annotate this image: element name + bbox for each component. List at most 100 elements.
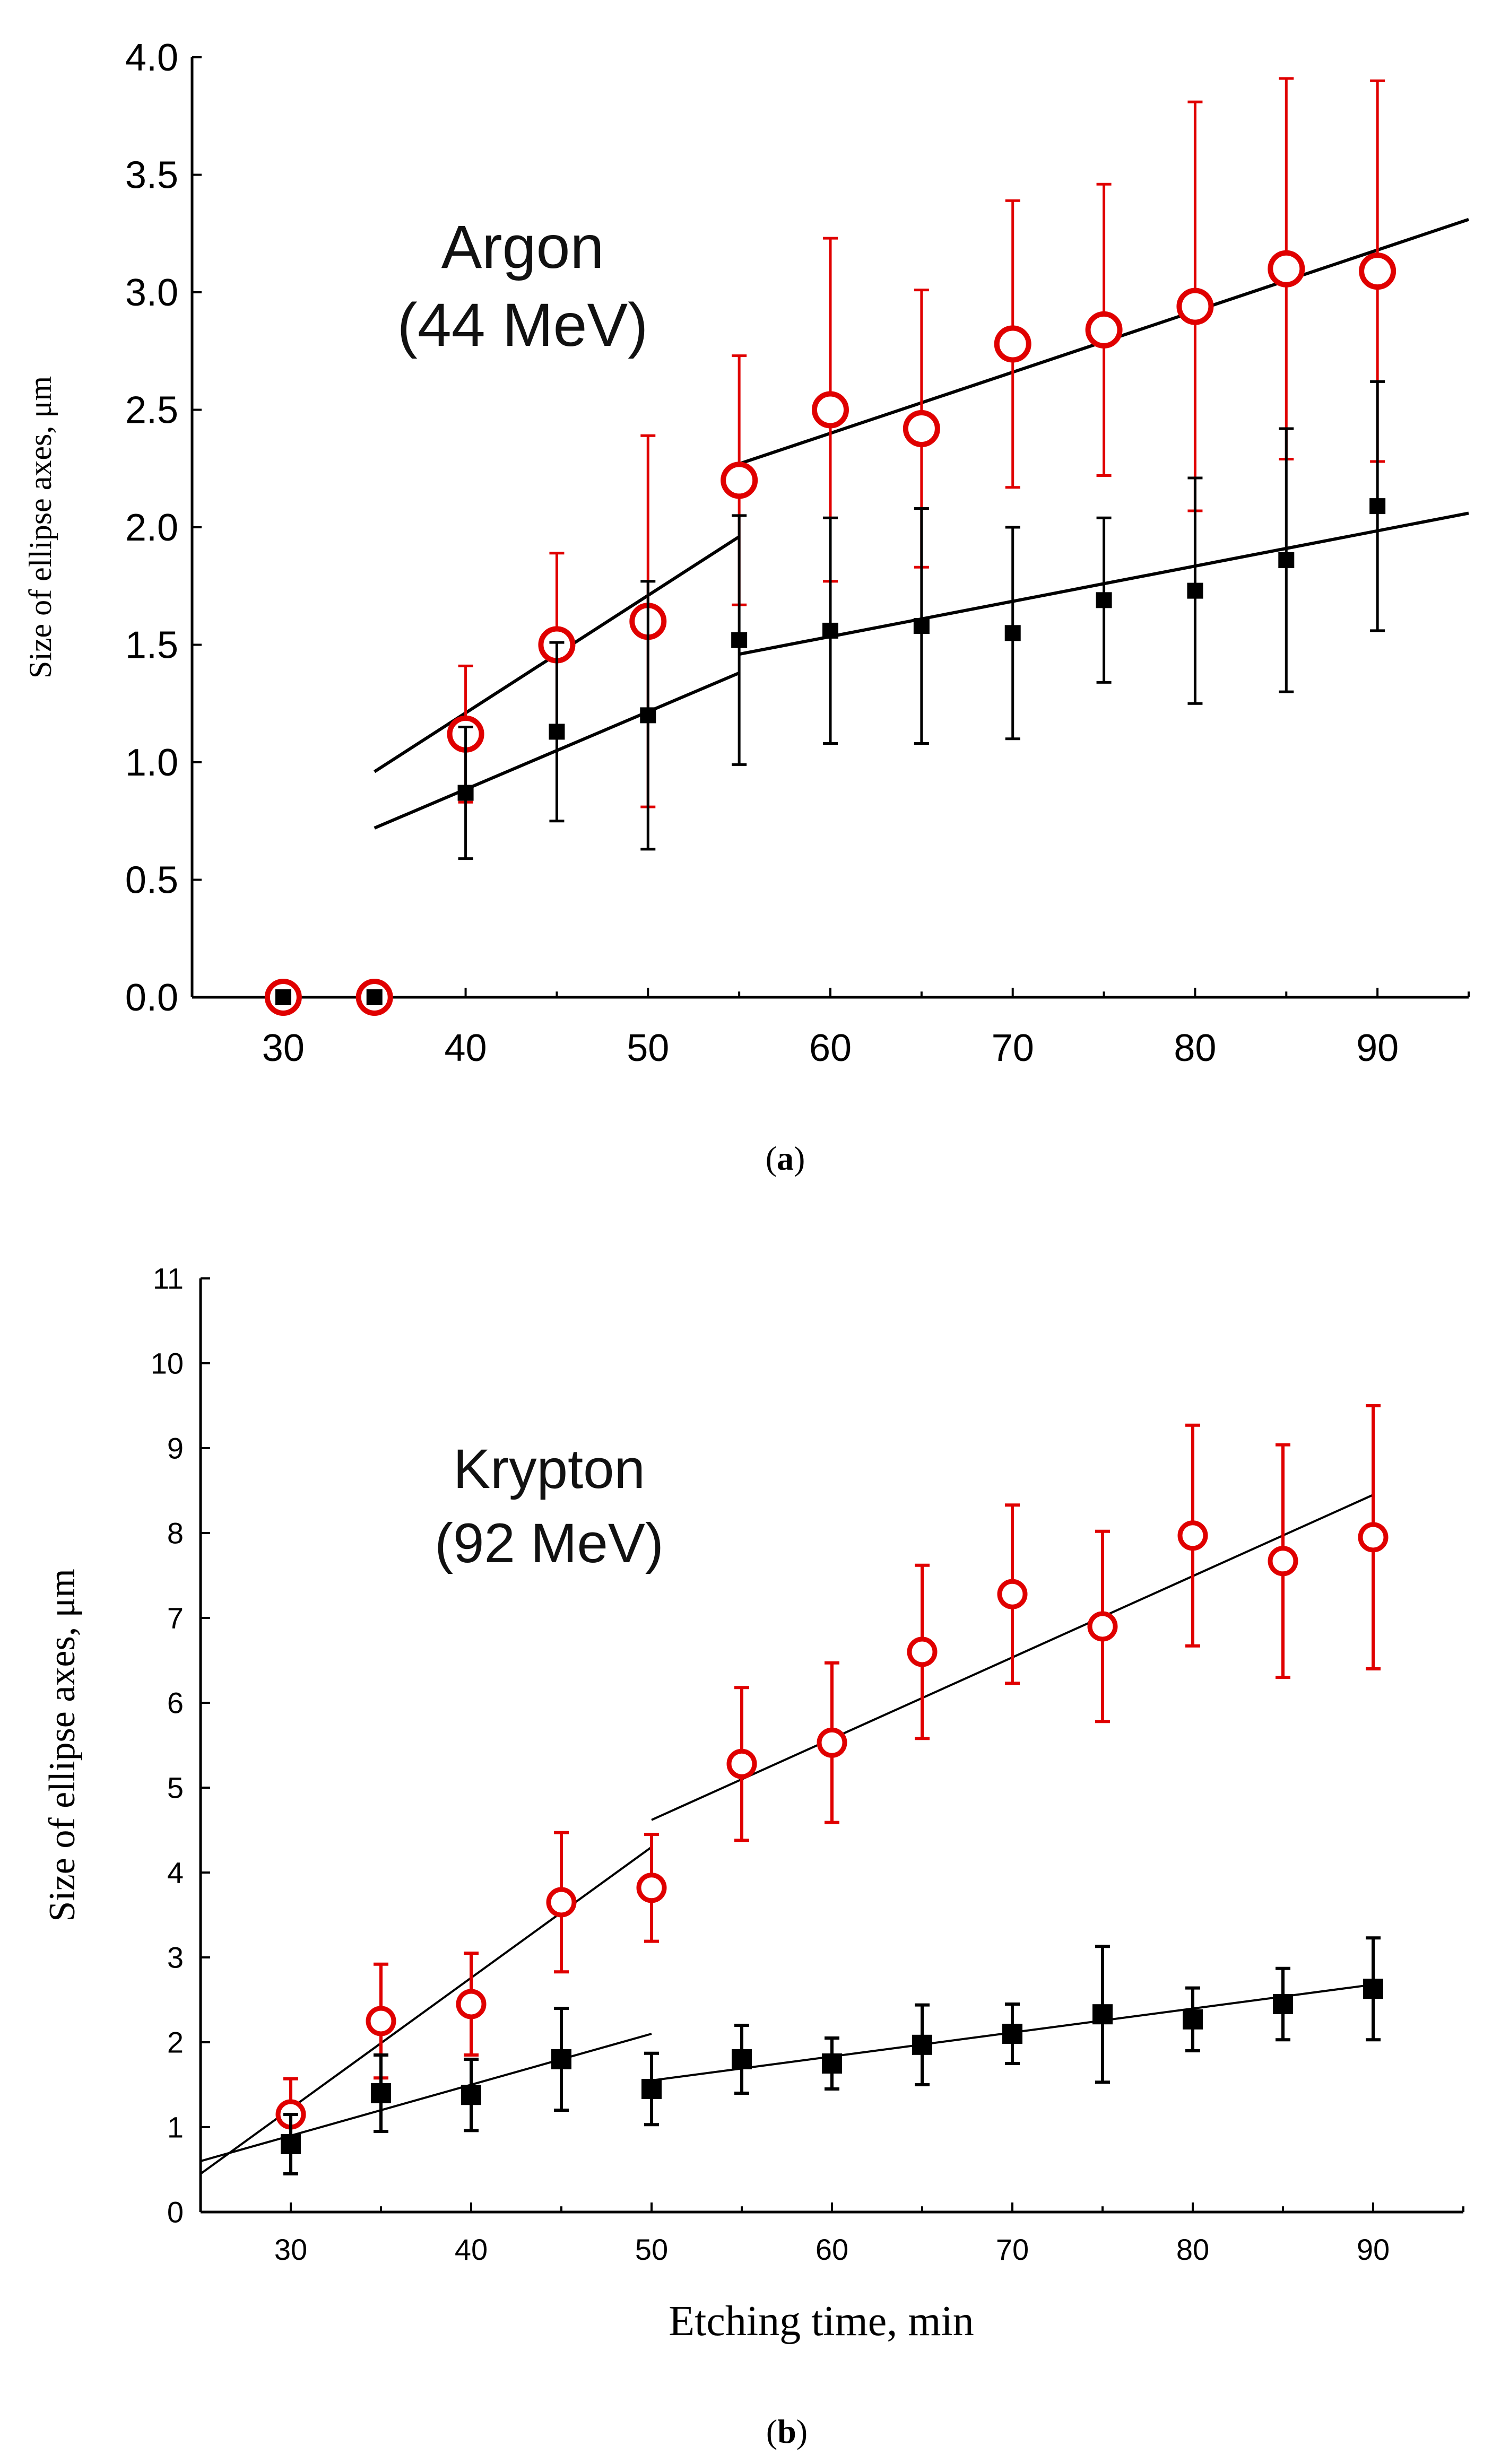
- y-tick-label: 8: [167, 1517, 184, 1550]
- x-tick-label: 80: [1176, 2233, 1209, 2266]
- data-point-square: [1183, 2009, 1203, 2030]
- panel-label: (b): [766, 2413, 808, 2450]
- data-point-circle: [721, 462, 758, 499]
- data-point-square: [822, 622, 838, 639]
- series-filled-square: [281, 1936, 1383, 2175]
- data-point-square: [281, 2134, 301, 2154]
- y-tick-label: 2: [167, 2026, 184, 2059]
- data-point-square: [551, 2049, 571, 2069]
- fit-line: [199, 1846, 653, 2175]
- x-tick-label: 30: [262, 1027, 305, 1069]
- data-point-square: [731, 632, 748, 648]
- chart-panel-b: 0 1 2 3 4 5 6 7 8 9 10 11 30 40 50 60 70 80 90 Size of elli…: [42, 1262, 1464, 2450]
- data-point-circle: [456, 1989, 487, 2019]
- y-tick-label: 5: [167, 1771, 184, 1805]
- x-tick-label: 70: [996, 2233, 1029, 2266]
- x-tick-label: 40: [445, 1027, 487, 1069]
- annotation-energy: (44 MeV): [397, 291, 648, 359]
- y-tick-label: 3: [167, 1941, 184, 1974]
- y-tick-label: 4.0: [125, 37, 178, 79]
- data-point-square: [1096, 592, 1112, 608]
- panel-label-open: (: [766, 2413, 777, 2450]
- data-point-square: [549, 724, 565, 740]
- series-filled-square: [275, 380, 1386, 1005]
- data-point-circle: [1087, 1611, 1118, 1642]
- y-tick-label: 0.5: [125, 859, 178, 902]
- panel-label-letter: b: [777, 2413, 796, 2450]
- y-tick-label: 3.5: [125, 154, 178, 197]
- panel-label-letter: a: [777, 1139, 794, 1177]
- data-point-square: [1369, 498, 1386, 515]
- data-point-square: [913, 618, 930, 634]
- data-point-square: [1002, 2024, 1022, 2044]
- data-point-square: [371, 2083, 391, 2103]
- data-point-square: [457, 785, 474, 801]
- x-tick-label: 50: [635, 2233, 668, 2266]
- data-point-circle: [997, 1579, 1028, 1609]
- y-axis-label: Size of ellipse axes, μm: [23, 376, 58, 678]
- series-open-circle: [275, 1404, 1389, 2152]
- data-point-circle: [546, 1887, 577, 1918]
- data-point-square: [822, 2053, 842, 2074]
- y-tick-label: 3.0: [125, 272, 178, 314]
- data-point-circle: [1359, 253, 1396, 290]
- y-tick-label: 11: [153, 1262, 184, 1295]
- data-point-circle: [903, 410, 940, 447]
- y-tick-label: 6: [167, 1686, 184, 1720]
- data-point-square: [1092, 2004, 1113, 2025]
- y-tick-label: 2.0: [125, 507, 178, 549]
- data-point-circle: [812, 391, 849, 429]
- data-point-square: [1004, 625, 1021, 641]
- data-point-circle: [907, 1636, 938, 1667]
- y-tick-label: 0: [167, 2196, 184, 2229]
- y-tick-label: 1.5: [125, 624, 178, 667]
- data-point-square: [461, 2085, 481, 2105]
- data-point-circle: [1268, 250, 1305, 288]
- data-point-circle: [1085, 311, 1123, 349]
- x-tick-label: 70: [992, 1027, 1034, 1069]
- data-point-circle: [1176, 288, 1214, 325]
- data-point-square: [732, 2049, 752, 2069]
- panel-label: (a): [766, 1139, 805, 1177]
- y-tick-label: 1.0: [125, 742, 178, 784]
- data-point-circle: [994, 325, 1031, 363]
- data-point-circle: [1358, 1522, 1389, 1553]
- panel-label-close: ): [794, 1139, 805, 1177]
- annotation-energy: (92 MeV): [435, 1512, 664, 1574]
- y-tick-label: 0.0: [125, 977, 178, 1019]
- data-point-circle: [726, 1748, 757, 1779]
- data-point-square: [912, 2034, 932, 2055]
- x-tick-label: 30: [274, 2233, 307, 2266]
- data-point-circle: [1177, 1520, 1208, 1551]
- y-tick-label: 9: [167, 1432, 184, 1465]
- data-point-square: [366, 989, 383, 1005]
- chart-panel-a: 0.0 0.5 1.0 1.5 2.0 2.5 3.0 3.5 4.0 30 40 50 60 70 80 9…: [23, 37, 1470, 1177]
- y-axis-label: Size of ellipse axes, μm: [42, 1569, 83, 1921]
- x-tick-label: 90: [1356, 1027, 1399, 1069]
- x-tick-label: 80: [1174, 1027, 1216, 1069]
- panel-label-open: (: [766, 1139, 777, 1177]
- data-point-circle: [366, 2006, 396, 2036]
- x-tick-label: 50: [627, 1027, 669, 1069]
- data-point-square: [1278, 552, 1295, 569]
- data-point-circle: [636, 1873, 667, 1903]
- y-tick-label: 7: [167, 1601, 184, 1635]
- x-tick-label: 40: [455, 2233, 488, 2266]
- x-axis-label: Etching time, min: [669, 2298, 974, 2345]
- data-point-circle: [1268, 1546, 1298, 1577]
- panel-label-close: ): [796, 2413, 808, 2450]
- x-tick-label: 60: [809, 1027, 852, 1069]
- x-tick-label: 60: [816, 2233, 848, 2266]
- x-tick-label: 90: [1357, 2233, 1390, 2266]
- annotation-element: Argon: [441, 213, 604, 281]
- data-point-square: [1273, 1994, 1293, 2014]
- y-tick-label: 4: [167, 1856, 184, 1890]
- y-tick-label: 2.5: [125, 389, 178, 432]
- data-point-square: [641, 2079, 662, 2099]
- data-point-square: [1363, 1979, 1383, 1999]
- data-point-square: [275, 989, 291, 1005]
- data-point-square: [1187, 582, 1203, 599]
- y-tick-label: 1: [167, 2111, 184, 2144]
- data-point-circle: [817, 1727, 847, 1758]
